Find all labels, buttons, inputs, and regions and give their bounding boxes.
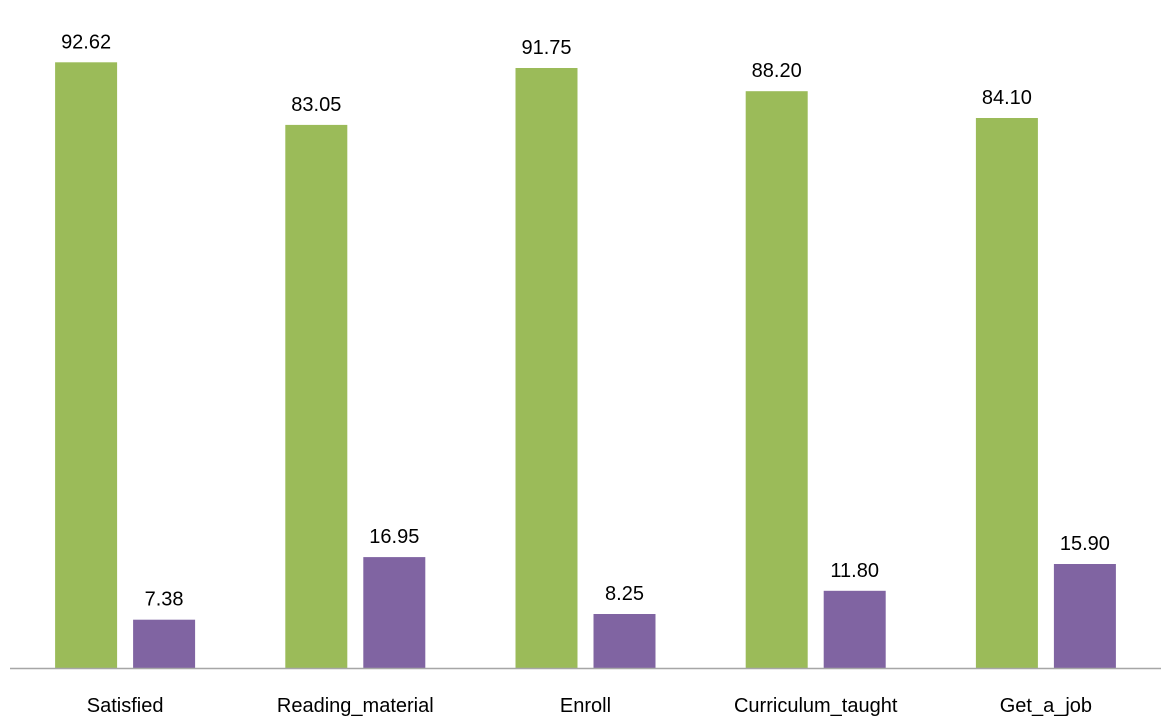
bar-curriculum-taught-series-2 xyxy=(823,590,886,668)
bars-layer xyxy=(55,62,1116,669)
bar-reading-material-series-1 xyxy=(285,124,348,668)
bar-enroll-series-2 xyxy=(593,614,656,668)
data-label: 7.38 xyxy=(145,589,184,611)
category-labels-layer: Satisfied Reading_material Enroll Curriculu… xyxy=(87,695,1092,717)
x-tick-label: Enroll xyxy=(560,695,611,717)
data-label: 11.80 xyxy=(830,560,879,582)
data-label: 8.25 xyxy=(605,583,644,605)
data-label: 92.62 xyxy=(61,31,111,53)
data-label: 88.20 xyxy=(752,60,802,82)
data-label: 84.10 xyxy=(982,87,1032,109)
x-tick-label: Reading_material xyxy=(277,695,434,717)
bar-reading-material-series-2 xyxy=(363,557,426,668)
bar-satisfied-series-1 xyxy=(55,62,118,669)
x-tick-label: Get_a_job xyxy=(1000,695,1092,717)
bar-get-a-job-series-1 xyxy=(975,118,1038,668)
data-label: 83.05 xyxy=(291,94,341,116)
x-tick-label: Satisfied xyxy=(87,695,164,717)
value-labels-layer: 92.62 7.38 83.05 16.95 91.75 8.25 88.20 11.80 84… xyxy=(61,31,1110,610)
data-label: 16.95 xyxy=(369,526,419,548)
data-label: 15.90 xyxy=(1060,533,1110,555)
bar-enroll-series-1 xyxy=(515,68,578,668)
data-label: 91.75 xyxy=(521,37,571,59)
bar-curriculum-taught-series-1 xyxy=(745,91,808,668)
bar-satisfied-series-2 xyxy=(133,619,196,668)
bar-get-a-job-series-2 xyxy=(1053,564,1116,668)
x-tick-label: Curriculum_taught xyxy=(734,695,898,717)
